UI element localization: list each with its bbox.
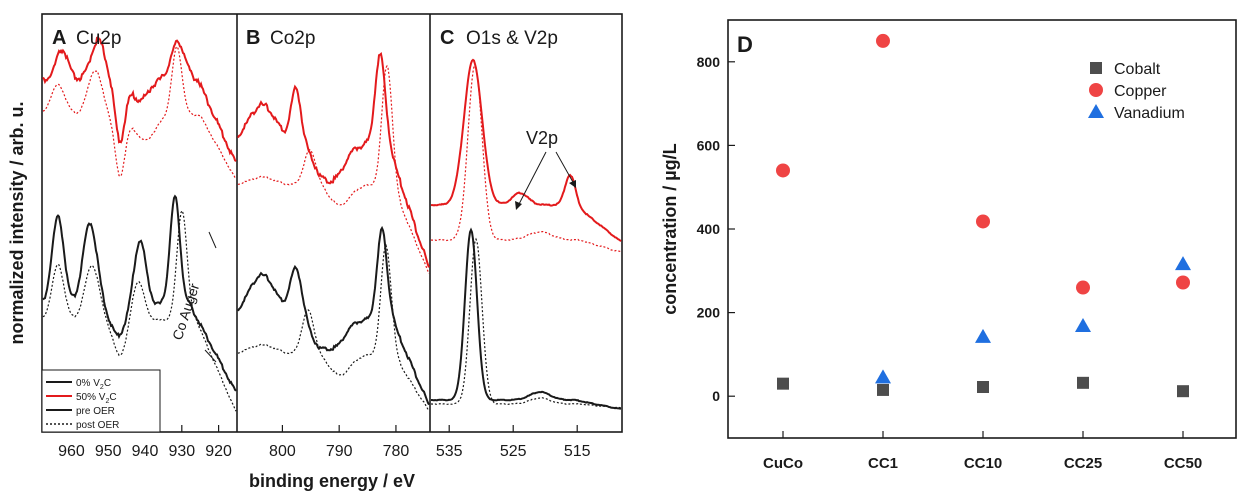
cobalt-point [977, 381, 989, 394]
cobalt-point [1177, 385, 1189, 398]
copper-point [776, 163, 790, 178]
legend-item-0: 0% V2C [76, 378, 111, 391]
cobalt-legend-marker [1090, 62, 1102, 74]
xps-axis-ticks: 960 950 940 930 920 800 790 780 535 525 515 [58, 425, 591, 460]
xps-tick-label: 940 [132, 443, 159, 460]
copper-legend-marker [1089, 83, 1103, 97]
chart-d-points [776, 33, 1191, 398]
vanadium-point [975, 328, 991, 343]
legend-label-cobalt: Cobalt [1114, 61, 1161, 78]
cu2p-0pct-post-curve [42, 209, 237, 412]
x-tick-label: CC1 [868, 455, 898, 472]
xps-spectra-block: 960 950 940 930 920 800 790 780 535 525 515 A Cu2p… [7, 13, 623, 491]
y-tick-label: 800 [697, 54, 721, 70]
panel-a-title: Cu2p [76, 28, 121, 49]
legend-item-1: 50% V2C [76, 392, 117, 405]
xps-tick-label: 780 [383, 443, 410, 460]
cu2p-0pct-pre-curve [42, 194, 237, 392]
xps-tick-label: 950 [95, 443, 122, 460]
v2p-arrow-1-head [515, 201, 522, 210]
panel-c-letter: C [440, 27, 454, 49]
cobalt-point [877, 383, 889, 396]
co2p-0pct-post-curve [237, 243, 430, 412]
y-tick-label: 600 [697, 137, 721, 153]
xps-legend: 0% V2C 50% V2C pre OER post OER [41, 369, 161, 433]
xps-tick-label: 930 [168, 443, 195, 460]
panel-a-letter: A [52, 27, 66, 49]
xps-tick-label: 515 [564, 443, 591, 460]
cu2p-50pct-post-curve [42, 45, 237, 180]
vanadium-point [1075, 317, 1091, 332]
xps-tick-label: 525 [500, 443, 527, 460]
chart-d-y-axis-label: concentration / µg/L [660, 143, 680, 314]
chart-d-letter: D [737, 32, 753, 57]
co2p-0pct-pre-curve [237, 225, 430, 406]
y-tick-label: 0 [712, 388, 720, 404]
copper-point [976, 214, 990, 229]
o1s-0pct-post-curve [431, 237, 622, 409]
legend-label-vanadium: Vanadium [1114, 105, 1185, 122]
vanadium-point [875, 369, 891, 384]
legend-label-copper: Copper [1114, 83, 1167, 100]
xps-x-axis-label: binding energy / eV [249, 471, 415, 491]
co-auger-arrow-bottom [204, 349, 217, 363]
xps-frame [41, 13, 623, 433]
chart-d-axes: 0 200 400 600 800 CuCo CC1 CC10 CC25 CC50 [697, 54, 1203, 472]
xps-tick-label: 920 [205, 443, 232, 460]
cobalt-point [1077, 376, 1089, 389]
o1s-50pct-post-curve [430, 64, 622, 253]
co-auger-arrow-top [208, 231, 217, 249]
xps-legend-box [41, 369, 161, 433]
xps-tick-label: 800 [269, 443, 296, 460]
chart-d-legend: Cobalt Copper Vanadium [1088, 61, 1185, 122]
xps-tick-label: 790 [326, 443, 353, 460]
x-tick-label: CuCo [763, 455, 803, 472]
cu2p-50pct-pre-curve [42, 35, 237, 162]
x-tick-label: CC25 [1064, 455, 1102, 472]
co-auger-annotation: Co Auger [169, 281, 202, 342]
panel-c-title: O1s & V2p [466, 28, 558, 49]
v2p-arrow-2 [555, 151, 575, 185]
v2p-arrow-1 [517, 151, 547, 207]
v2p-annotation: V2p [526, 128, 558, 148]
vanadium-legend-marker [1088, 104, 1104, 118]
legend-item-2: pre OER [76, 406, 115, 417]
xps-tick-label: 535 [436, 443, 463, 460]
x-tick-label: CC10 [964, 455, 1002, 472]
xps-y-axis-label: normalized intensity / arb. u. [7, 101, 27, 344]
xps-tick-label: 960 [58, 443, 85, 460]
copper-point [876, 33, 890, 48]
x-tick-label: CC50 [1164, 455, 1202, 472]
legend-item-3: post OER [76, 420, 119, 431]
y-tick-label: 200 [697, 305, 721, 321]
cobalt-point [777, 377, 789, 390]
copper-point [1176, 275, 1190, 290]
panel-b-title: Co2p [270, 28, 315, 49]
o1s-50pct-pre-curve [430, 58, 622, 242]
chart-d: D 0 200 400 600 800 CuCo CC1 CC10 CC25 CC50 Cobal… [660, 19, 1237, 472]
o1s-0pct-pre-curve [431, 227, 622, 410]
panel-b-letter: B [246, 27, 260, 49]
co2p-50pct-post-curve [237, 64, 430, 274]
xps-curves [42, 35, 622, 412]
co2p-50pct-pre-curve [237, 51, 430, 268]
v2p-arrow-2-head [569, 180, 576, 188]
copper-point [1076, 280, 1090, 295]
y-tick-label: 400 [697, 221, 721, 237]
vanadium-point [1175, 256, 1191, 271]
